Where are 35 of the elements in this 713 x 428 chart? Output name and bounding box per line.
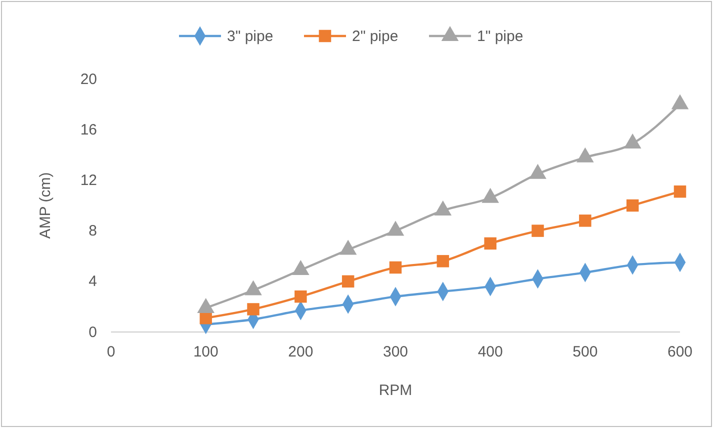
point: [482, 188, 499, 203]
legend-label: 2" pipe: [352, 28, 398, 45]
x-tick-label: 100: [193, 344, 218, 361]
legend-label: 3" pipe: [227, 28, 274, 45]
x-tick-label: 300: [382, 344, 408, 361]
point: [529, 164, 546, 179]
point: [389, 261, 402, 274]
point: [579, 214, 592, 227]
point: [624, 134, 642, 149]
point: [671, 94, 689, 110]
point: [484, 237, 496, 250]
point: [294, 290, 307, 303]
point: [200, 312, 212, 324]
point: [532, 224, 544, 237]
x-tick-label: 200: [288, 344, 314, 361]
legend-label: 1" pipe: [477, 28, 524, 45]
y-tick-label: 0: [88, 324, 97, 341]
y-tick-label: 8: [88, 222, 97, 240]
y-tick-label: 12: [80, 172, 97, 189]
y-tick-label: 16: [80, 121, 97, 138]
point: [626, 199, 639, 212]
x-tick-label: 600: [667, 344, 693, 361]
y-axis-title: AMP (cm): [37, 172, 54, 239]
point: [434, 200, 452, 216]
x-tick-label: 500: [572, 344, 598, 361]
x-axis-title: RPM: [378, 382, 412, 399]
x-tick-label: 0: [106, 344, 116, 361]
point: [247, 303, 260, 316]
y-tick-label: 4: [88, 273, 97, 290]
point: [576, 147, 594, 162]
x-tick-label: 400: [478, 344, 503, 361]
point: [436, 255, 450, 268]
point: [342, 275, 354, 288]
point: [674, 185, 686, 198]
y-tick-label: 20: [80, 70, 97, 88]
